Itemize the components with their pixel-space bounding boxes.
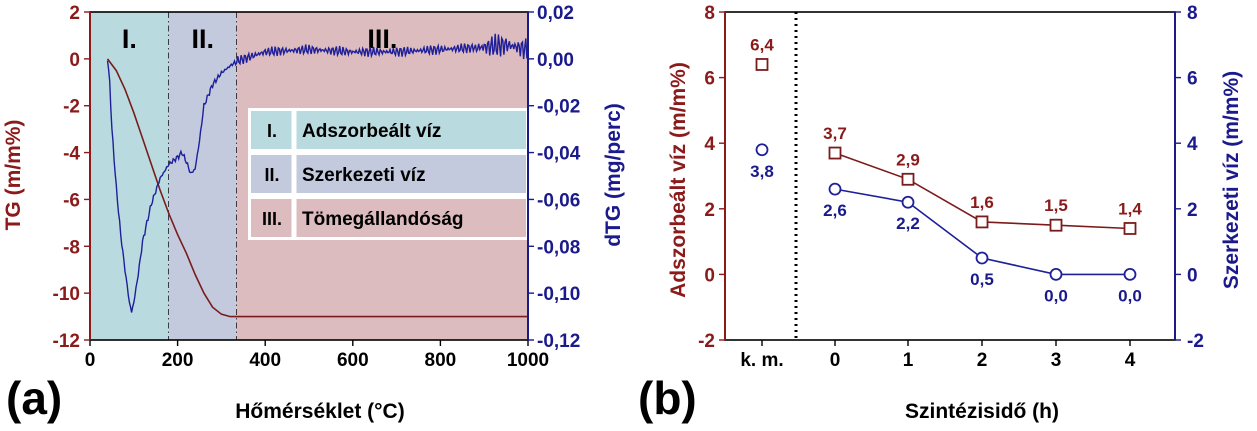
y-tick-label: 8 <box>704 3 715 24</box>
x-tick-label: 200 <box>162 350 194 371</box>
x-tick-label: 1 <box>903 350 914 371</box>
legend-key: I. <box>267 121 277 141</box>
dtg-series-line <box>106 33 529 313</box>
structural-data-label: 0,0 <box>1044 286 1068 305</box>
adsorbed-point <box>975 215 989 229</box>
legend-text: Tömegállandóság <box>302 209 464 230</box>
y-tick-label: 0 <box>69 50 80 71</box>
x-tick-label: 800 <box>425 350 457 371</box>
y2-tick-label: -0,10 <box>537 284 580 305</box>
adsorbed-data-label: 1,4 <box>1118 199 1142 218</box>
adsorbed-point <box>828 146 842 160</box>
panel-b: k. m. 0 1 2 3 4 8 8 6 6 4 4 2 2 0 0 -2 -2 6,4 3,7 2,9 1,6 1,5… <box>638 3 1243 424</box>
adsorbed-point <box>1049 218 1063 232</box>
y-tick-label: 6 <box>704 69 715 90</box>
zone-label: I. <box>122 24 137 54</box>
y2-axis-label: Szerkezeti víz (m/m%) <box>1220 71 1243 289</box>
y2-tick-label: 0,02 <box>537 3 574 24</box>
plot-frame <box>724 11 1176 341</box>
y2-tick-label: -0,12 <box>537 331 580 352</box>
y2-tick-label: -0,08 <box>537 237 580 258</box>
adsorbed-data-label: 1,6 <box>970 193 994 212</box>
y2-axis-label: dTG (mg/perc) <box>602 103 625 247</box>
adsorbed-data-label: 3,7 <box>823 124 847 143</box>
structural-data-label: 0,0 <box>1118 286 1142 305</box>
x-tick-label: 1000 <box>507 350 549 371</box>
structural-data-label: 2,2 <box>896 214 920 233</box>
zone-labels: I. II. III. <box>122 24 397 54</box>
zone-1-background <box>90 12 169 340</box>
y-tick-label: -2 <box>698 331 715 352</box>
y2-tick-label: 0 <box>1187 265 1198 286</box>
structural-point <box>901 195 915 209</box>
adsorbed-point <box>1123 222 1137 235</box>
adsorbed-point <box>755 58 769 71</box>
zone-2-background <box>168 12 237 340</box>
adsorbed-data-label: 1,5 <box>1044 196 1068 215</box>
legend-text: Szerkezeti víz <box>302 165 426 186</box>
structural-point <box>1049 267 1063 281</box>
y-tick-label: -6 <box>63 190 80 211</box>
structural-point <box>1123 267 1137 281</box>
x-tick-label: 4 <box>1125 350 1136 371</box>
structural-point <box>828 182 842 196</box>
y-axis-label: Adszorbeált víz (m/m%) <box>667 62 690 298</box>
structural-data-label: 0,5 <box>970 270 994 289</box>
legend: I. Adszorbeált víz II. Szerkezeti víz III. Tö… <box>248 108 529 240</box>
y-tick-label: -8 <box>63 237 80 258</box>
structural-data-label: 2,6 <box>823 201 847 220</box>
panel-a: I. II. III. I. Adszorbeált víz II. Szerkezeti… <box>2 3 625 424</box>
y-tick-label: 2 <box>704 200 715 221</box>
structural-point <box>975 251 989 265</box>
y2-tick-label: 0,00 <box>537 50 574 71</box>
x-tick-label: 0 <box>85 350 96 371</box>
zone-label: II. <box>192 24 215 54</box>
legend-text: Adszorbeált víz <box>302 121 441 142</box>
x-tick-label: 400 <box>249 350 281 371</box>
series-group: 6,4 3,7 2,9 1,6 1,5 1,4 3,8 2,6 2,2 0,5 0,0 0,0 <box>750 35 1142 305</box>
structural-point <box>755 143 769 157</box>
adsorbed-data-label: 2,9 <box>896 150 920 169</box>
y2-tick-label: -2 <box>1187 331 1204 352</box>
x-tick-label: 2 <box>977 350 988 371</box>
y2-tick-label: -0,02 <box>537 97 580 118</box>
legend-swatch <box>251 111 526 149</box>
y2-tick-label: 2 <box>1187 200 1198 221</box>
x-tick-label: 0 <box>830 350 841 371</box>
legend-swatch <box>251 155 526 193</box>
y2-tick-label: -0,04 <box>537 144 581 165</box>
x-axis-label: Hőmérséklet (°C) <box>235 400 404 423</box>
panel-label-b: (b) <box>638 372 697 424</box>
axes: 0 200 400 600 800 1000 2 0 -2 -4 -6 -8 -10 -12 0,02 0,0… <box>53 3 581 371</box>
tg-series-line <box>106 58 528 318</box>
y-tick-label: 0 <box>704 265 715 286</box>
y-tick-label: -10 <box>53 284 80 305</box>
adsorbed-data-label: 6,4 <box>750 35 774 54</box>
panel-label-a: (a) <box>6 372 62 424</box>
legend-swatch <box>251 199 526 237</box>
x-tick-label: 600 <box>337 350 369 371</box>
y-axis-label: TG (m/m%) <box>2 120 25 231</box>
y-tick-label: -4 <box>63 144 80 165</box>
y-tick-label: 2 <box>69 3 80 24</box>
y2-tick-label: 6 <box>1187 69 1198 90</box>
adsorbed-point <box>901 172 915 186</box>
y-tick-label: 4 <box>704 134 715 155</box>
axes: k. m. 0 1 2 3 4 8 8 6 6 4 4 2 2 0 0 -2 -2 <box>698 3 1204 371</box>
series-group <box>106 33 529 318</box>
y-tick-label: -2 <box>63 97 80 118</box>
y2-tick-label: 4 <box>1187 134 1198 155</box>
structural-data-label: 3,8 <box>750 162 774 181</box>
zone-label: III. <box>367 24 397 54</box>
y-tick-label: -12 <box>53 331 80 352</box>
y2-tick-label: -0,06 <box>537 190 580 211</box>
legend-key: II. <box>264 165 279 185</box>
x-tick-label: k. m. <box>740 350 783 371</box>
legend-key: III. <box>262 209 282 229</box>
x-tick-label: 3 <box>1051 350 1062 371</box>
x-axis-label: Szintézisidő (h) <box>905 400 1059 423</box>
y2-tick-label: 8 <box>1187 3 1198 24</box>
